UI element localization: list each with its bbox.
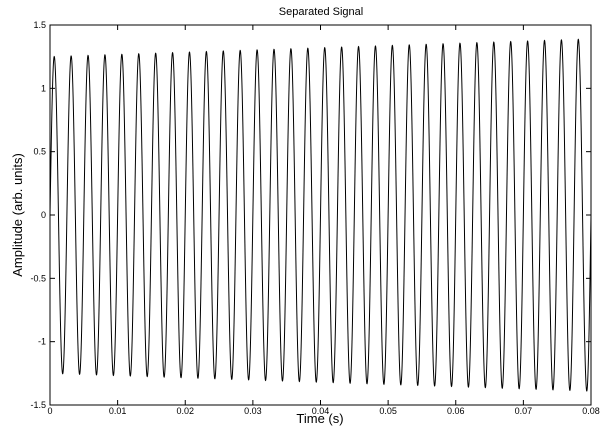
plot-area (49, 24, 592, 406)
chart-title: Separated Signal (279, 6, 363, 18)
x-tick-label: 0.07 (515, 406, 533, 416)
y-tick-label: -1 (38, 337, 46, 347)
x-tick-label: 0.05 (379, 406, 397, 416)
x-tick-label: 0.03 (244, 406, 262, 416)
x-tick-label: 0.06 (447, 406, 465, 416)
x-axis-label: Time (s) (296, 411, 343, 426)
y-tick-label: 0.5 (33, 147, 46, 157)
x-axis: 0 0.01 0.02 0.03 0.04 0.05 0.06 0.07 0.08 (47, 25, 600, 416)
x-tick-label: 0.08 (582, 406, 600, 416)
y-tick-label: 1.5 (33, 20, 46, 30)
x-tick-label: 0.02 (176, 406, 194, 416)
y-tick-label: 1 (41, 83, 46, 93)
y-tick-label: 0 (41, 210, 46, 220)
y-axis-label: Amplitude (arb. units) (10, 153, 25, 277)
signal-line (49, 38, 592, 392)
x-tick-label: 0.01 (109, 406, 127, 416)
y-axis: -1.5 -1 -0.5 0 0.5 1 1.5 (30, 20, 591, 410)
x-tick-label: 0 (47, 406, 52, 416)
y-tick-label: -1.5 (30, 400, 46, 410)
x-tick-label: 0.04 (312, 406, 330, 416)
y-tick-label: -0.5 (30, 273, 46, 283)
